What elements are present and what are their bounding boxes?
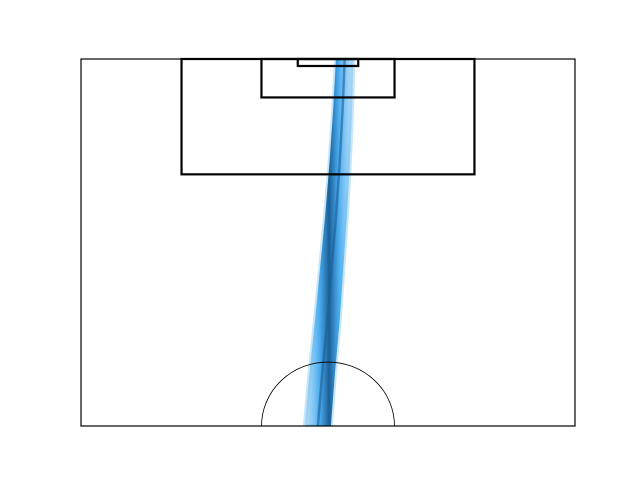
- trajectory-centerline-0: [316, 59, 346, 426]
- center-circle-arc: [261, 361, 395, 427]
- trajectory-bands: [302, 59, 356, 426]
- pitch-lines: [80, 57, 576, 427]
- pitch-boundary: [80, 58, 576, 427]
- goal-area: [260, 57, 396, 99]
